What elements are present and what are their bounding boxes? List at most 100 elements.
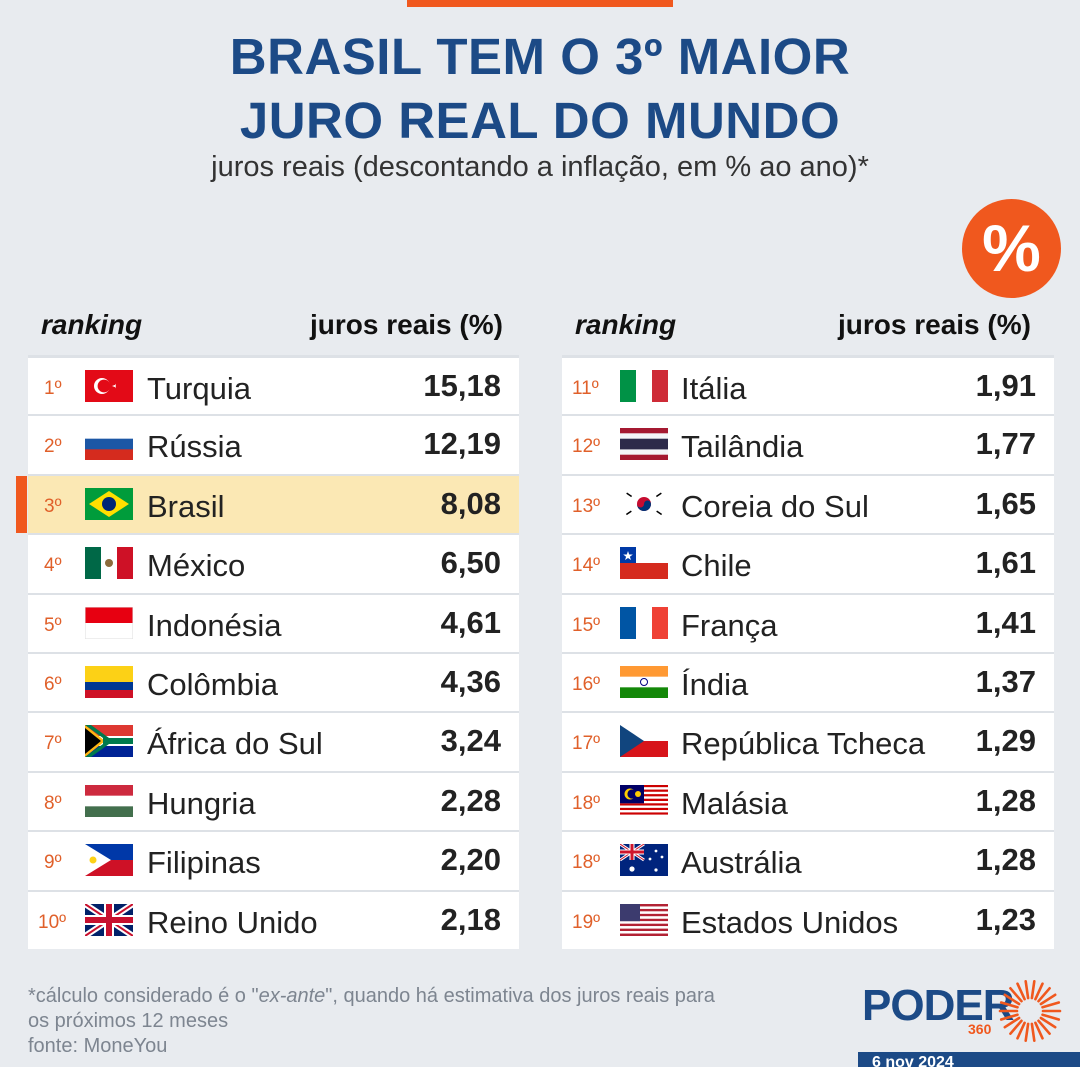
table-row: 5º Indonésia 4,61: [28, 592, 519, 652]
country-name: França: [681, 607, 778, 643]
top-accent-bar: [407, 0, 673, 7]
rank-label: 8º: [44, 792, 62, 814]
turkey-flag: [85, 370, 133, 402]
percent-icon: %: [962, 199, 1061, 298]
south-korea-flag: [620, 487, 668, 520]
country-name: Colômbia: [147, 666, 278, 702]
malaysia-flag: [620, 784, 668, 817]
table-row: 8º Hungria 2,28: [28, 770, 519, 831]
country-name: Chile: [681, 548, 752, 584]
country-name: África do Sul: [147, 726, 323, 762]
rank-label: 17º: [572, 733, 601, 755]
rank-label: 3º: [44, 495, 62, 517]
table-row: 7º África do Sul 3,24: [28, 711, 519, 771]
table-row: 19º Estados Unidos 1,23: [562, 889, 1054, 949]
table-row: 3º Brasil 8,08: [16, 473, 519, 534]
country-name: México: [147, 548, 246, 584]
ranking-table-right: 11º Itália 1,91 12º Tailândia 1,77 13º Coreia d…: [562, 355, 1054, 949]
rank-label: 9º: [44, 852, 62, 874]
rate-value: 1,28: [975, 782, 1036, 818]
rate-value: 2,28: [440, 782, 501, 818]
rate-value: 3,24: [440, 723, 501, 759]
rank-label: 18º: [572, 792, 601, 814]
rank-label: 12º: [572, 436, 601, 458]
country-name: Malásia: [681, 785, 788, 821]
rank-label: 19º: [572, 911, 601, 933]
footnote-line2: os próximos 12 meses: [28, 1010, 229, 1032]
country-name: Hungria: [147, 785, 256, 821]
footnote-suffix: ", quando há estimativa dos juros reais …: [325, 985, 715, 1007]
table-row: 10º Reino Unido 2,18: [28, 889, 519, 949]
rank-label: 15º: [572, 614, 601, 636]
sunburst-icon: [998, 979, 1062, 1043]
table-row: 14º Chile 1,61: [562, 533, 1054, 593]
footnote-italic: ex-ante: [258, 985, 326, 1007]
country-name: Indonésia: [147, 607, 282, 643]
rate-value: 1,37: [975, 663, 1036, 699]
page-title-line2: JURO REAL DO MUNDO: [239, 92, 841, 149]
ranking-table-left: 1º Turquia 15,18 2º Rússia 12,19 3º Brasil 8,08 4…: [16, 355, 519, 949]
hungary-flag: [85, 784, 133, 817]
rank-label: 18º: [572, 852, 601, 874]
rate-value: 6,50: [440, 545, 501, 581]
russia-flag: [85, 428, 133, 461]
logo-360: 360: [968, 1021, 992, 1037]
thailand-flag: [620, 428, 668, 461]
uk-flag: [85, 903, 133, 936]
left-value-header: juros reais (%): [310, 309, 503, 340]
rank-label: 7º: [44, 733, 62, 755]
table-row: 13º Coreia do Sul 1,65: [562, 473, 1054, 534]
rank-label: 13º: [572, 495, 601, 517]
table-row: 6º Colômbia 4,36: [28, 651, 519, 712]
rate-value: 1,91: [975, 368, 1036, 403]
australia-flag: [620, 844, 668, 877]
country-name: Austrália: [681, 845, 802, 881]
table-row: 11º Itália 1,91: [562, 355, 1054, 415]
rate-value: 4,61: [440, 604, 501, 640]
logo-wordmark: PODER: [862, 981, 1014, 1030]
rank-label: 14º: [572, 555, 601, 577]
rank-label: 11º: [572, 378, 599, 399]
country-name: Filipinas: [147, 845, 261, 881]
table-row: 1º Turquia 15,18: [28, 355, 519, 415]
right-ranking-header: ranking: [575, 309, 677, 340]
table-row: 2º Rússia 12,19: [28, 414, 519, 474]
colombia-flag: [85, 665, 133, 698]
rate-value: 1,61: [975, 545, 1036, 581]
rank-label: 4º: [44, 555, 62, 577]
rank-label: 1º: [44, 378, 62, 399]
italy-flag: [620, 370, 668, 402]
czech-flag: [620, 725, 668, 758]
rate-value: 4,36: [440, 663, 501, 699]
rate-value: 1,65: [975, 485, 1036, 521]
philippines-flag: [85, 844, 133, 877]
table-row: 16º Índia 1,37: [562, 651, 1054, 712]
country-name: Turquia: [147, 371, 251, 406]
rate-value: 1,23: [975, 901, 1036, 937]
mexico-flag: [85, 547, 133, 580]
rate-value: 15,18: [423, 368, 501, 403]
rank-label: 6º: [44, 673, 62, 695]
table-row: 9º Filipinas 2,20: [28, 830, 519, 890]
country-name: Reino Unido: [147, 904, 318, 940]
country-name: Brasil: [147, 488, 225, 524]
chile-flag: [620, 547, 668, 580]
france-flag: [620, 606, 668, 639]
table-row: 4º México 6,50: [28, 533, 519, 593]
indonesia-flag: [85, 606, 133, 639]
usa-flag: [620, 903, 668, 936]
rate-value: 12,19: [423, 426, 501, 462]
rate-value: 2,18: [440, 901, 501, 937]
left-ranking-header: ranking: [41, 309, 143, 340]
country-name: Tailândia: [681, 429, 804, 465]
table-row: 18º Malásia 1,28: [562, 770, 1054, 831]
brazil-flag: [85, 487, 133, 520]
page-subtitle: juros reais (descontando a inflação, em …: [211, 151, 869, 183]
south-africa-flag: [85, 725, 133, 758]
rate-value: 1,28: [975, 842, 1036, 878]
footnote-prefix: *cálculo considerado é o ": [28, 985, 259, 1007]
rate-value: 1,41: [975, 604, 1036, 640]
rank-label: 2º: [44, 436, 62, 458]
table-row: 18º Austrália 1,28: [562, 830, 1054, 890]
right-value-header: juros reais (%): [838, 309, 1031, 340]
